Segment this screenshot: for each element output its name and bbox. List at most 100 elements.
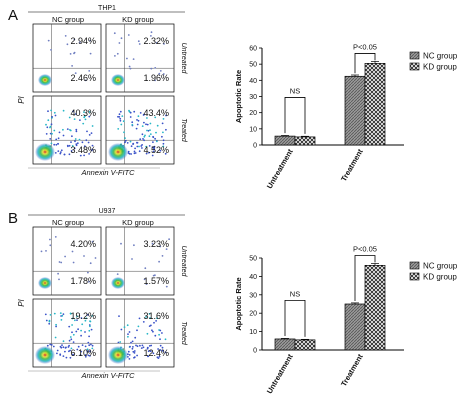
event-dot (120, 123, 123, 126)
flow-x-axis-label: Annexin V-FITC (80, 168, 135, 177)
event-density-core (111, 277, 125, 289)
event-dot (118, 315, 120, 317)
event-dot (57, 142, 59, 145)
quadrant-lower-right-value: 3.48% (70, 145, 96, 155)
event-dot (165, 128, 167, 131)
event-dot (53, 111, 56, 114)
y-tick-label: 50 (249, 62, 257, 69)
event-dot (127, 350, 130, 353)
event-dot (76, 319, 78, 321)
event-dot (48, 320, 51, 323)
event-dot (135, 344, 137, 347)
event-dot (47, 39, 50, 42)
event-dot (89, 320, 91, 322)
event-dot (128, 358, 131, 360)
event-dot (152, 141, 154, 144)
event-dot (72, 341, 75, 343)
event-dot (155, 131, 157, 134)
event-dot (45, 123, 47, 126)
event-dot (54, 114, 57, 117)
event-dot (45, 319, 48, 322)
event-dot (152, 150, 155, 153)
event-dot (137, 119, 140, 122)
event-dot (69, 312, 72, 315)
flow-y-axis-label: PI (17, 298, 26, 306)
y-tick-label: 50 (249, 256, 257, 263)
quadrant-lower-right-value: 12.4% (143, 348, 169, 358)
event-dot (62, 355, 65, 357)
panel-letter: B (8, 210, 18, 227)
event-dot (153, 145, 156, 148)
event-dot (89, 39, 91, 42)
event-dot (87, 141, 90, 144)
event-dot (80, 350, 83, 353)
event-dot (161, 349, 164, 352)
event-dot (141, 147, 143, 149)
event-dot (51, 116, 53, 118)
bar-nc (344, 75, 366, 146)
event-dot (49, 125, 52, 128)
event-dot (74, 72, 77, 74)
quadrant-upper-right-value: 43.4% (143, 108, 169, 118)
flow-plot: 40.3% 3.48% (32, 95, 102, 165)
event-dot (40, 250, 43, 253)
event-dot (71, 250, 74, 253)
event-dot (133, 110, 136, 113)
event-dot (64, 35, 67, 37)
event-dot (127, 150, 130, 153)
event-dot (148, 135, 151, 138)
event-dot (72, 261, 75, 264)
event-dot (57, 137, 60, 140)
event-dot (134, 147, 137, 150)
event-dot (90, 343, 92, 346)
event-dot (56, 349, 59, 352)
flow-x-axis-label: Annexin V-FITC (80, 371, 135, 380)
event-dot (83, 145, 86, 148)
event-dot (49, 138, 52, 140)
quadrant-upper-right-value: 2.94% (70, 36, 96, 46)
event-dot (150, 67, 153, 70)
event-dot (44, 313, 47, 316)
flow-plot: 19.2% 6.10% (32, 298, 102, 368)
event-dot (123, 326, 126, 328)
event-dot (148, 145, 151, 147)
bar-kd (364, 63, 386, 146)
event-dot (45, 133, 48, 135)
event-dot (88, 134, 91, 136)
event-dot (151, 329, 153, 332)
event-dot (113, 32, 116, 35)
event-dot (127, 333, 129, 335)
event-density-core (108, 346, 128, 364)
event-dot (162, 131, 164, 134)
event-dot (151, 242, 154, 245)
event-dot (52, 345, 55, 348)
event-dot (148, 325, 151, 327)
y-tick-label: 10 (249, 126, 257, 133)
event-dot (162, 142, 165, 145)
quadrant-upper-right-value: 4.20% (70, 239, 96, 249)
event-dot (119, 117, 122, 120)
event-dot (149, 133, 152, 136)
bar-kd (294, 339, 316, 351)
event-dot (69, 129, 71, 131)
event-dot (134, 152, 137, 154)
event-dot (127, 34, 130, 36)
event-dot (141, 344, 144, 347)
quadrant-upper-right-value: 3.23% (143, 239, 169, 249)
significance-bracket (284, 300, 306, 337)
event-dot (156, 356, 159, 359)
event-dot (77, 345, 80, 348)
event-dot (84, 118, 87, 121)
event-dot (79, 154, 82, 157)
event-dot (159, 149, 162, 152)
event-dot (156, 124, 159, 127)
event-dot (154, 116, 157, 119)
event-dot (149, 350, 152, 353)
event-dot (70, 347, 73, 350)
event-dot (133, 150, 136, 153)
event-dot (163, 43, 165, 45)
event-dot (62, 313, 65, 315)
event-dot (64, 350, 66, 353)
event-dot (55, 323, 57, 326)
event-dot (89, 52, 92, 55)
